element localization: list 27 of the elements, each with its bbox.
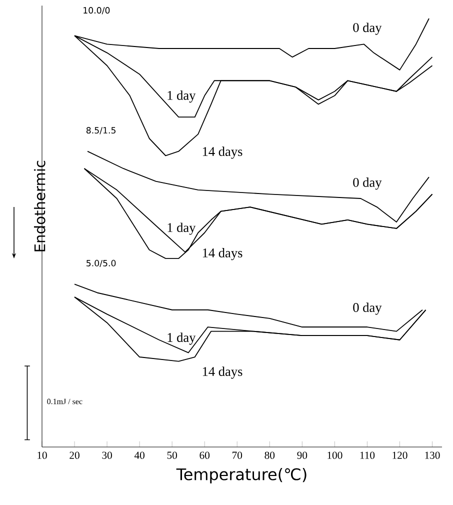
series-label: 0 day: [353, 22, 382, 35]
series-label: 1 day: [168, 332, 196, 345]
annotation: 8.5/1.5: [86, 127, 116, 134]
series-label: 1 day: [168, 222, 196, 235]
x-tick-label: 10: [38, 452, 47, 459]
x-axis-title: Temperature(℃): [176, 468, 306, 484]
annotation: 5.0/5.0: [86, 260, 116, 268]
x-tick-label: 100: [328, 452, 342, 459]
series-label: 14 days: [202, 146, 242, 159]
x-tick-label: 40: [134, 452, 144, 459]
series-label: 0 day: [353, 178, 382, 190]
x-tick-label: 50: [167, 452, 177, 459]
y-axis-title: Endothermic: [34, 160, 46, 252]
series-label: 14 days: [202, 366, 242, 379]
text: 10.0/0: [84, 7, 110, 14]
series-label: 0 day: [353, 302, 382, 315]
x-tick-label: 90: [297, 452, 308, 459]
x-tick-label: 70: [232, 452, 242, 459]
x-tick-label: 120: [392, 452, 408, 459]
x-tick-label: 110: [360, 452, 375, 459]
x-tick-label: 30: [102, 452, 112, 459]
x-tick-label: 20: [70, 452, 80, 459]
series-label: 1 day: [168, 90, 196, 103]
x-tick-label: 80: [264, 452, 275, 459]
x-tick-label: 60: [200, 452, 210, 459]
series-label: 14 days: [202, 248, 242, 260]
x-tick-label: 130: [425, 452, 440, 459]
